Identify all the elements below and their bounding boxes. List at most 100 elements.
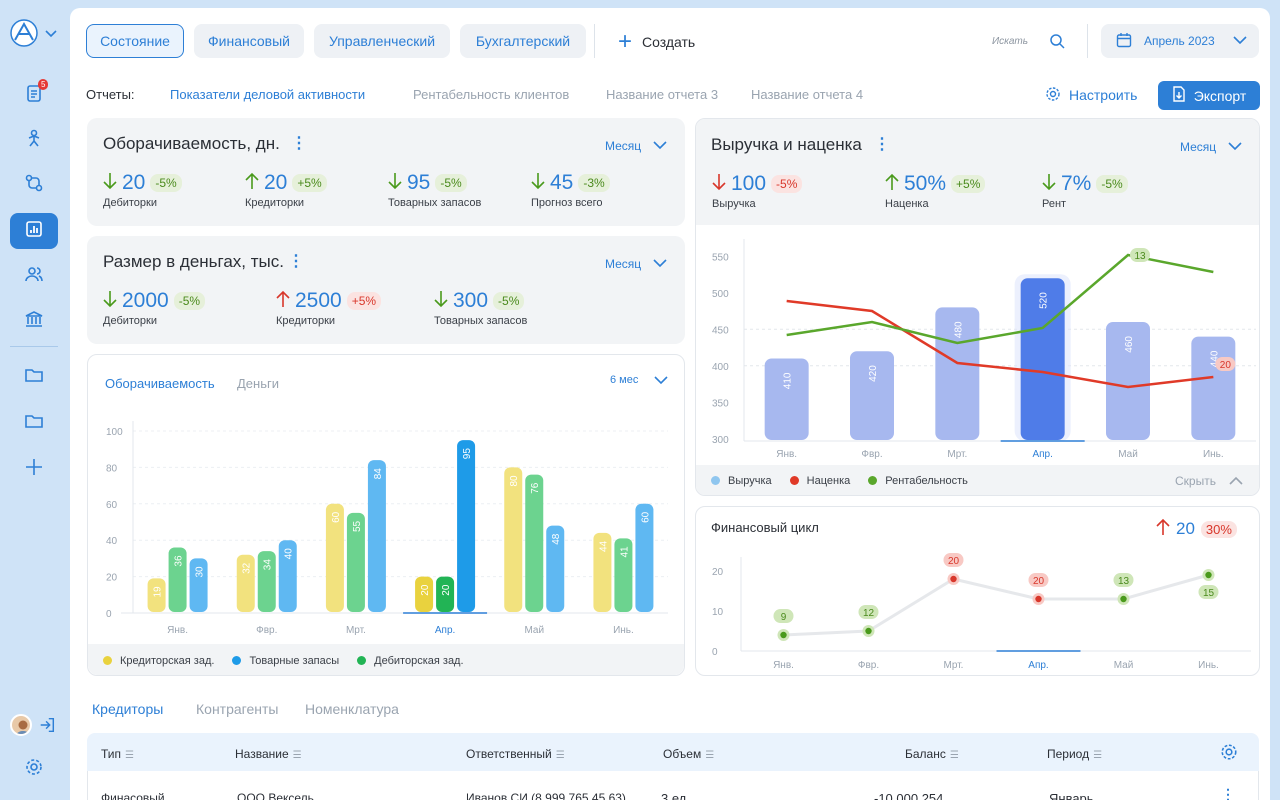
chevron-down-icon[interactable] bbox=[1228, 142, 1242, 151]
bar-Кредиторская зад. bbox=[325, 503, 344, 612]
search-icon[interactable] bbox=[1049, 33, 1065, 54]
col-header-type[interactable]: Тип ☰ bbox=[101, 747, 134, 761]
more-icon[interactable]: ⋮ bbox=[874, 136, 890, 153]
profile-block[interactable] bbox=[10, 714, 58, 738]
sidebar-item-folder-1[interactable] bbox=[10, 359, 58, 395]
chevron-down-icon[interactable] bbox=[654, 376, 668, 385]
filter-icon: ☰ bbox=[1093, 750, 1103, 761]
report-link-profitability[interactable]: Рентабельность клиентов bbox=[413, 87, 570, 102]
sidebar-add-button[interactable] bbox=[10, 451, 58, 487]
sidebar-settings-button[interactable] bbox=[10, 751, 58, 787]
tab-turnover[interactable]: Оборачиваемость bbox=[105, 376, 215, 391]
setup-button[interactable]: Настроить bbox=[1045, 86, 1137, 104]
chevron-up-icon[interactable] bbox=[1229, 476, 1243, 485]
bar-label: 30 bbox=[195, 566, 206, 578]
x-tick-label: Инь. bbox=[1198, 660, 1219, 671]
tab-accounting[interactable]: Бухгалтерский bbox=[460, 24, 586, 58]
bar-revenue bbox=[1106, 322, 1150, 440]
sidebar-item-analytics[interactable] bbox=[10, 213, 58, 249]
col-header-responsible[interactable]: Ответственный ☰ bbox=[466, 747, 565, 761]
logout-icon[interactable] bbox=[38, 716, 56, 739]
tab-creditors[interactable]: Кредиторы bbox=[92, 701, 164, 717]
period-select[interactable]: 6 мес bbox=[610, 374, 639, 386]
y-tick-label: 40 bbox=[106, 536, 118, 547]
bar-label: 20 bbox=[420, 584, 431, 596]
tab-counterparties[interactable]: Контрагенты bbox=[196, 701, 279, 717]
period-select[interactable]: Месяц bbox=[605, 139, 642, 153]
date-picker[interactable]: Апрель 2023 bbox=[1101, 24, 1259, 58]
chart-legend: Выручка Наценка Рентабельность bbox=[711, 475, 968, 487]
y-tick-label: 0 bbox=[106, 609, 112, 620]
create-label: Создать bbox=[642, 34, 696, 50]
arrow-up-icon bbox=[1156, 518, 1170, 541]
filter-icon: ☰ bbox=[949, 750, 959, 761]
create-button[interactable]: + Создать bbox=[618, 30, 696, 54]
bar-Товарные запасы bbox=[367, 460, 386, 612]
bar-Товарные запасы bbox=[189, 558, 208, 612]
x-tick-label: Май bbox=[1118, 449, 1138, 460]
more-icon[interactable]: ⋮ bbox=[291, 135, 307, 152]
tab-state[interactable]: Состояние bbox=[86, 24, 184, 58]
financial-cycle-line-chart: 0 10 20 9 Янв. 12 Фвр. 20 Мрт. 20 Апр. 13 Май 15 Инь. bbox=[712, 553, 1251, 671]
bar-Дебиторская зад. bbox=[257, 551, 276, 612]
x-tick-label: Янв. bbox=[167, 625, 188, 636]
bar-label: 460 bbox=[1124, 336, 1135, 353]
metric-change: +5% bbox=[346, 292, 382, 310]
bar-label: 60 bbox=[331, 511, 342, 523]
bar-label: 20 bbox=[441, 584, 452, 596]
legend-item: Кредиторская зад. bbox=[103, 655, 214, 667]
sidebar-item-users[interactable] bbox=[10, 258, 58, 294]
report-link-3[interactable]: Название отчета 3 bbox=[606, 87, 719, 102]
sidebar-item-reports[interactable]: 5 bbox=[10, 77, 58, 113]
metric-value: 2500 bbox=[295, 289, 342, 312]
row-menu-icon[interactable]: ⋮ bbox=[1221, 786, 1235, 800]
sidebar-item-person[interactable] bbox=[10, 122, 58, 158]
sidebar-divider bbox=[10, 346, 58, 347]
point-label: 15 bbox=[1203, 588, 1215, 599]
sidebar-item-bank[interactable] bbox=[10, 303, 58, 339]
col-header-name[interactable]: Название ☰ bbox=[235, 747, 302, 761]
gear-icon[interactable] bbox=[1220, 743, 1238, 766]
annotation-label: 20 bbox=[1220, 360, 1232, 371]
col-header-balance[interactable]: Баланс ☰ bbox=[905, 747, 959, 761]
clipboard-icon bbox=[24, 83, 44, 108]
period-select[interactable]: Месяц bbox=[605, 257, 642, 271]
chevron-down-icon[interactable] bbox=[653, 259, 667, 268]
card-title: Финансовый цикл bbox=[711, 520, 819, 535]
sidebar-item-flow[interactable] bbox=[10, 167, 58, 203]
bar-label: 520 bbox=[1039, 292, 1050, 309]
y-tick-label: 80 bbox=[106, 463, 118, 474]
search-input[interactable]: Искать bbox=[992, 36, 1029, 47]
report-link-activity[interactable]: Показатели деловой активности bbox=[170, 87, 366, 102]
table-row[interactable] bbox=[87, 771, 1259, 800]
report-link-4[interactable]: Название отчета 4 bbox=[751, 87, 864, 102]
cycle-line bbox=[783, 573, 1209, 637]
cycle-summary: 20 30% bbox=[1156, 518, 1237, 541]
legend-item: Выручка bbox=[711, 475, 772, 487]
x-tick-label: Янв. bbox=[773, 660, 794, 671]
more-icon[interactable]: ⋮ bbox=[288, 253, 304, 270]
metric-1: 50% +5% Наценка bbox=[885, 172, 986, 210]
x-tick-label: Фвр. bbox=[858, 660, 879, 671]
sidebar-item-folder-2[interactable] bbox=[10, 405, 58, 441]
col-header-volume[interactable]: Объем ☰ bbox=[663, 747, 715, 761]
annotation-label: 13 bbox=[1134, 251, 1146, 262]
export-button[interactable]: Экспорт bbox=[1158, 81, 1260, 110]
tab-financial[interactable]: Финансовый bbox=[194, 24, 304, 58]
cell-type: Финасовый bbox=[101, 791, 165, 800]
period-select[interactable]: Месяц bbox=[1180, 140, 1217, 154]
bar-label: 60 bbox=[640, 511, 651, 523]
hide-button[interactable]: Скрыть bbox=[1175, 474, 1216, 488]
x-tick-label: Апр. bbox=[1032, 449, 1052, 460]
x-tick-label: Фвр. bbox=[256, 625, 277, 636]
arrow-up-icon bbox=[245, 172, 259, 195]
x-tick-label: Май bbox=[524, 625, 544, 636]
x-tick-label: Инь. bbox=[613, 625, 634, 636]
company-logo[interactable] bbox=[10, 18, 62, 48]
tab-nomenclature[interactable]: Номенклатура bbox=[305, 701, 399, 717]
tab-management[interactable]: Управленческий bbox=[314, 24, 450, 58]
tab-money[interactable]: Деньги bbox=[237, 376, 279, 391]
chevron-down-icon[interactable] bbox=[653, 141, 667, 150]
point bbox=[780, 631, 787, 639]
col-header-period[interactable]: Период ☰ bbox=[1047, 747, 1103, 761]
